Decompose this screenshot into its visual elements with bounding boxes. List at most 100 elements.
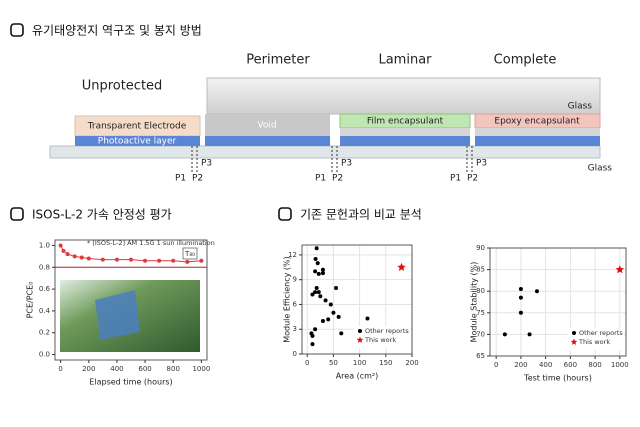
x-tick-label: 400	[539, 361, 552, 369]
y-tick-label: 6	[293, 300, 298, 308]
legend-marker	[358, 329, 362, 333]
point	[199, 258, 204, 263]
y-tick-label: 0.2	[39, 329, 50, 337]
y-tick-label: 80	[476, 287, 485, 295]
point	[320, 267, 325, 272]
x-tick-label: 0	[58, 365, 62, 373]
photoactive-layer	[205, 136, 330, 146]
point	[365, 316, 370, 321]
photoactive-layer	[340, 136, 470, 146]
x-axis-label: Test time (hours)	[523, 374, 592, 383]
column-label: Unprotected	[82, 79, 163, 94]
legend-box	[354, 326, 410, 348]
scribe-label: P2	[467, 174, 478, 184]
layer-label: Photoactive layer	[98, 137, 177, 147]
point	[157, 258, 162, 263]
x-tick-label: 1000	[192, 365, 210, 373]
x-tick-label: 150	[379, 359, 392, 367]
point	[171, 258, 176, 263]
point	[326, 317, 331, 322]
x-axis-label: Elapsed time (hours)	[89, 378, 172, 387]
y-tick-label: 0.8	[39, 263, 50, 271]
device-diagram: Unprotected Perimeter Laminar Complete G…	[49, 53, 613, 184]
point	[86, 256, 91, 261]
y-tick-label: 0.0	[39, 351, 50, 359]
point	[527, 332, 532, 337]
point	[320, 318, 325, 323]
point	[310, 292, 315, 297]
y-tick-label: 90	[476, 244, 485, 252]
annotation-box	[182, 247, 198, 260]
point	[143, 258, 148, 263]
point	[518, 310, 523, 315]
x-tick-label: 200	[514, 361, 527, 369]
y-tick-label: 0	[293, 350, 297, 358]
section-title: ISOS-L-2 가속 안정성 평가	[32, 208, 172, 222]
point	[316, 290, 321, 295]
scribe-label: P2	[192, 174, 203, 184]
legend-label: Other reports	[579, 329, 623, 337]
scribe-label: P2	[332, 174, 343, 184]
photoactive-layer	[75, 136, 200, 146]
layer-label: Transparent Electrode	[87, 122, 187, 132]
point	[502, 332, 507, 337]
x-tick-label: 800	[588, 361, 601, 369]
top-glass	[206, 77, 601, 115]
section-title: 유기태양전지 역구조 및 봉지 방법	[32, 24, 202, 38]
layer-label: Film encapsulant	[367, 117, 444, 127]
y-tick-label: 75	[476, 309, 485, 317]
legend-label: Other reports	[365, 327, 409, 335]
scribe-label: P3	[476, 159, 487, 169]
x-tick-label: 200	[82, 365, 95, 373]
x-tick-label: 50	[329, 359, 338, 367]
scribe-label: P3	[201, 159, 212, 169]
star-point	[615, 265, 625, 274]
checkbox-icon	[10, 207, 24, 221]
point	[339, 331, 344, 336]
annotation: T₈₀	[184, 250, 195, 258]
y-tick-label: 9	[293, 276, 297, 284]
scribe-label: P1	[175, 174, 186, 184]
column-label: Perimeter	[246, 53, 310, 68]
y-tick-label: 70	[476, 330, 485, 338]
x-tick-label: 0	[305, 359, 309, 367]
plot-frame	[301, 244, 413, 355]
checkbox-icon	[278, 207, 292, 221]
checkbox-icon	[10, 23, 24, 37]
point	[334, 285, 339, 290]
layer-label: Glass	[588, 164, 613, 174]
point	[313, 269, 318, 274]
point	[313, 290, 318, 295]
point	[323, 298, 328, 303]
column-label: Complete	[494, 53, 557, 68]
photoactive-layer	[475, 136, 600, 146]
point	[313, 327, 318, 332]
point	[328, 302, 333, 307]
point	[314, 285, 319, 290]
point	[129, 257, 133, 262]
x-tick-label: 1000	[611, 361, 629, 369]
point	[331, 310, 336, 315]
y-tick-label: 3	[293, 325, 297, 333]
y-tick-label: 1.0	[39, 241, 50, 249]
x-axis-label: Area (cm²)	[336, 372, 379, 381]
x-tick-label: 0	[494, 361, 498, 369]
point	[313, 257, 318, 262]
x-tick-label: 100	[353, 359, 366, 367]
y-tick-label: 12	[288, 251, 297, 259]
void-layer	[205, 114, 330, 136]
y-tick-label: 85	[476, 266, 485, 274]
point	[65, 252, 70, 257]
point	[58, 243, 63, 248]
point	[310, 342, 315, 347]
point	[315, 261, 320, 266]
star-point	[397, 262, 406, 271]
point	[534, 289, 539, 294]
point	[100, 257, 105, 262]
x-tick-label: 400	[110, 365, 123, 373]
point	[320, 271, 325, 276]
point	[72, 254, 77, 259]
section-title: 기존 문헌과의 비교 분석	[300, 208, 422, 222]
point	[318, 294, 323, 299]
